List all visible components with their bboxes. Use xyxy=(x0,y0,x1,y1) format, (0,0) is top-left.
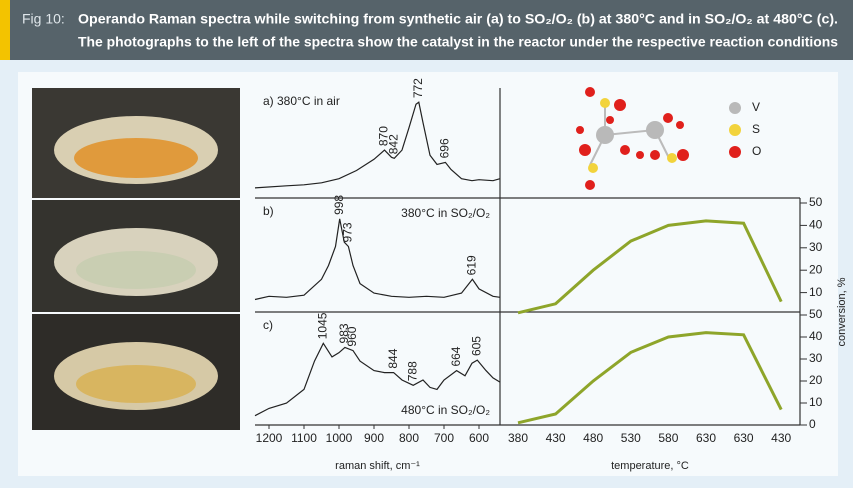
legend-swatch xyxy=(729,124,741,136)
peak-label: 619 xyxy=(465,255,479,275)
peak-label: 960 xyxy=(345,326,359,346)
legend-label: V xyxy=(752,100,760,114)
peak-label: 842 xyxy=(386,134,400,154)
y-tick-label: 30 xyxy=(809,351,823,365)
peak-label: 973 xyxy=(341,222,355,242)
header-bar xyxy=(0,0,853,60)
x-tick-label: 1200 xyxy=(256,431,283,445)
peak-label: 664 xyxy=(449,346,463,366)
x-tick-label: 1100 xyxy=(291,431,317,445)
y-tick-label: 20 xyxy=(809,262,823,276)
x-tick-label: 430 xyxy=(771,431,791,445)
panel-label: b) xyxy=(263,204,274,218)
header-subtitle: The photographs to the left of the spect… xyxy=(78,34,838,50)
y-tick-label: 40 xyxy=(809,218,823,232)
x-tick-label: 700 xyxy=(434,431,454,445)
fig-label: Fig 10: xyxy=(22,11,65,27)
x-axis-label: raman shift, cm⁻¹ xyxy=(335,460,420,472)
x-tick-label: 580 xyxy=(658,431,678,445)
y-tick-label: 20 xyxy=(809,373,823,387)
peak-label: 605 xyxy=(469,336,483,356)
y-tick-label: 10 xyxy=(809,395,823,409)
x-tick-label: 900 xyxy=(364,431,384,445)
legend-swatch xyxy=(729,146,741,158)
panel-label: c) xyxy=(263,318,273,332)
figure: Fig 10: Operando Raman spectra while swi… xyxy=(0,0,853,488)
peak-label: 696 xyxy=(438,138,452,158)
y-tick-label: 50 xyxy=(809,195,823,209)
x-tick-label: 480 xyxy=(583,431,603,445)
header-title: Operando Raman spectra while switching f… xyxy=(78,11,838,27)
y-tick-label: 50 xyxy=(809,307,823,321)
y-axis-label: conversion, % xyxy=(836,277,848,346)
y-tick-label: 0 xyxy=(809,417,816,431)
peak-label: 772 xyxy=(411,78,425,98)
header-accent xyxy=(0,0,10,60)
x-tick-label: 530 xyxy=(621,431,641,445)
peak-label: 788 xyxy=(405,361,419,381)
x-tick-label: 630 xyxy=(696,431,716,445)
y-tick-label: 10 xyxy=(809,285,823,299)
legend-label: S xyxy=(752,122,760,136)
panel-annotation: 480°C in SO₂/O₂ xyxy=(401,403,490,417)
x-tick-label: 600 xyxy=(469,431,489,445)
y-tick-label: 30 xyxy=(809,240,823,254)
x-axis-label: temperature, °C xyxy=(611,460,689,472)
x-tick-label: 800 xyxy=(399,431,419,445)
peak-label: 998 xyxy=(332,195,346,215)
y-tick-label: 40 xyxy=(809,329,823,343)
peak-label: 844 xyxy=(386,348,400,368)
x-tick-label: 630 xyxy=(734,431,754,445)
x-tick-label: 430 xyxy=(546,431,566,445)
legend-label: O xyxy=(752,144,761,158)
legend-swatch xyxy=(729,102,741,114)
x-tick-label: 1000 xyxy=(326,431,353,445)
photos xyxy=(32,88,240,430)
x-tick-label: 380 xyxy=(508,431,528,445)
panel-label: a) 380°C in air xyxy=(263,94,340,108)
panel-annotation: 380°C in SO₂/O₂ xyxy=(401,206,490,220)
peak-label: 1045 xyxy=(315,312,329,339)
